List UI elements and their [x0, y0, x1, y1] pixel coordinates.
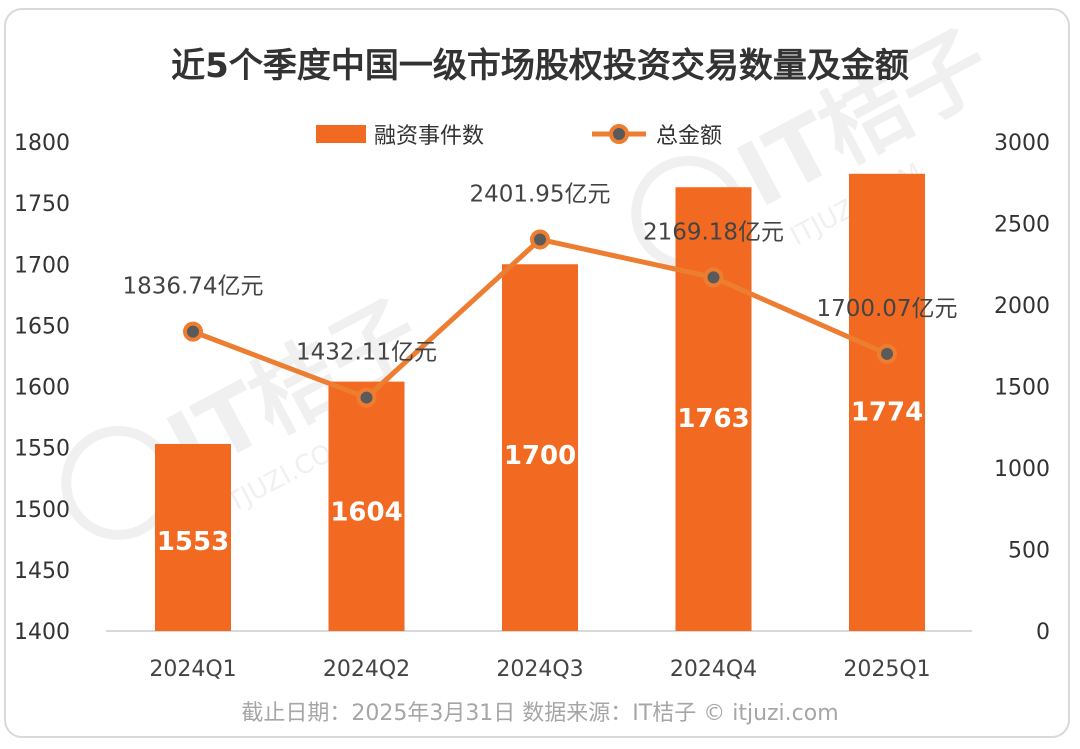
- bar: [675, 187, 752, 632]
- bar: [502, 264, 578, 631]
- legend-bar-label: 融资事件数: [374, 124, 484, 149]
- left-tick-label: 1500: [14, 498, 70, 523]
- line-point: [877, 343, 897, 364]
- bar-value-label: 1553: [157, 527, 229, 557]
- legend-bar-swatch: [316, 125, 366, 143]
- right-tick-label: 2500: [994, 213, 1050, 238]
- legend-line-label: 总金额: [656, 124, 722, 149]
- bar-value-label: 1604: [330, 497, 402, 527]
- right-tick-label: 1000: [994, 457, 1050, 482]
- left-tick-label: 1750: [14, 192, 70, 217]
- footer-note: 截止日期：2025年3月31日 数据来源：IT桔子 © itjuzi.com: [241, 701, 838, 726]
- chart-title: 近5个季度中国一级市场股权投资交易数量及金额: [171, 46, 909, 86]
- legend: 融资事件数 总金额: [316, 124, 722, 149]
- left-tick-label: 1400: [14, 620, 70, 645]
- line-point: [530, 229, 550, 250]
- line-value-label: 1836.74亿元: [122, 274, 263, 300]
- right-tick-label: 500: [1008, 539, 1050, 564]
- line-point: [183, 321, 203, 342]
- category-label: 2024Q1: [149, 657, 236, 682]
- bar: [155, 443, 231, 631]
- category-label: 2024Q4: [670, 657, 757, 682]
- category-label: 2024Q2: [323, 657, 410, 682]
- line-point: [703, 267, 724, 288]
- line-value-label: 2169.18亿元: [643, 219, 784, 245]
- right-tick-label: 1500: [994, 376, 1050, 401]
- bar-value-label: 1774: [851, 398, 923, 428]
- line-point: [356, 387, 377, 408]
- line-value-label: 1432.11亿元: [296, 340, 437, 366]
- line-value-label: 1700.07亿元: [816, 296, 957, 322]
- line-value-label: 2401.95亿元: [469, 181, 610, 207]
- bar: [328, 381, 405, 631]
- left-tick-label: 1700: [14, 253, 70, 278]
- left-tick-label: 1600: [14, 376, 70, 401]
- left-tick-label: 1450: [14, 559, 70, 584]
- bar-value-label: 1700: [504, 441, 576, 471]
- bar-value-label: 1763: [677, 404, 749, 434]
- bar-series: 1553 1604 1700 1763 1774: [155, 173, 925, 632]
- left-tick-label: 1550: [14, 437, 70, 462]
- left-tick-label: 1650: [14, 314, 70, 339]
- bar: [849, 173, 925, 631]
- category-axis: 2024Q1 2024Q2 2024Q3 2024Q4 2025Q1: [149, 657, 930, 682]
- left-tick-label: 1800: [14, 131, 70, 156]
- right-tick-label: 2000: [994, 294, 1050, 319]
- category-label: 2024Q3: [496, 657, 583, 682]
- right-tick-label: 3000: [994, 131, 1050, 156]
- right-axis: 0 500 1000 1500 2000 2500 3000: [994, 131, 1050, 645]
- category-label: 2025Q1: [843, 657, 930, 682]
- right-tick-label: 0: [1036, 620, 1050, 645]
- line-series: 1836.74亿元 1432.11亿元 2401.95亿元 2169.18亿元 1700…: [122, 181, 958, 408]
- left-axis: 1400 1450 1500 1550 1600 1650 1700 1750 1800: [14, 131, 70, 645]
- legend-line-marker: [609, 124, 629, 144]
